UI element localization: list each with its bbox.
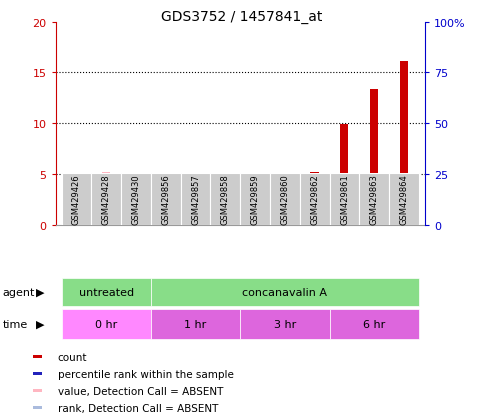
Text: 1 hr: 1 hr (185, 319, 207, 329)
Bar (319, 210, 325, 216)
Bar (72, 174, 80, 225)
Bar (61, 278, 151, 306)
Text: percentile rank within the sample: percentile rank within the sample (58, 369, 234, 379)
Text: time: time (2, 319, 28, 329)
Text: agent: agent (2, 287, 35, 297)
Bar (61, 173, 91, 225)
Bar (408, 202, 414, 209)
Bar (33, 355, 42, 358)
Text: ▶: ▶ (36, 319, 45, 329)
Text: GSM429857: GSM429857 (191, 174, 200, 225)
Bar (33, 406, 42, 409)
Bar (33, 372, 42, 375)
Text: GSM429863: GSM429863 (370, 174, 379, 225)
Bar (131, 185, 140, 225)
Text: GSM429426: GSM429426 (72, 174, 81, 225)
Bar (359, 173, 389, 225)
Bar (102, 173, 110, 225)
Bar (370, 90, 378, 225)
Bar (340, 125, 348, 225)
Text: GSM429430: GSM429430 (131, 174, 141, 225)
Bar (251, 178, 259, 225)
Bar (330, 173, 359, 225)
Bar (181, 173, 211, 225)
Bar (91, 173, 121, 225)
Text: GSM429860: GSM429860 (281, 174, 289, 225)
Text: GSM429861: GSM429861 (340, 174, 349, 225)
Text: untreated: untreated (79, 287, 134, 297)
Text: count: count (58, 352, 87, 362)
Bar (151, 278, 419, 306)
Bar (270, 173, 300, 225)
Bar (281, 222, 289, 225)
Bar (300, 173, 330, 225)
Bar (161, 173, 170, 225)
Bar (241, 173, 270, 225)
Bar (199, 212, 206, 218)
Text: concanavalin A: concanavalin A (242, 287, 327, 297)
Text: rank, Detection Call = ABSENT: rank, Detection Call = ABSENT (58, 403, 218, 413)
Bar (310, 173, 319, 225)
Bar (378, 205, 385, 211)
Bar (33, 389, 42, 392)
Text: 6 hr: 6 hr (363, 319, 385, 329)
Text: GSM429864: GSM429864 (399, 174, 409, 225)
Bar (221, 174, 229, 225)
Text: GSM429858: GSM429858 (221, 174, 230, 225)
Bar (191, 174, 199, 225)
Bar (211, 173, 241, 225)
Bar (229, 211, 236, 218)
Text: GSM429859: GSM429859 (251, 174, 260, 225)
Text: GDS3752 / 1457841_at: GDS3752 / 1457841_at (161, 10, 322, 24)
Bar (151, 309, 241, 339)
Text: GSM429428: GSM429428 (102, 174, 111, 225)
Bar (241, 309, 330, 339)
Bar (389, 173, 419, 225)
Text: GSM429856: GSM429856 (161, 174, 170, 225)
Bar (330, 309, 419, 339)
Text: value, Detection Call = ABSENT: value, Detection Call = ABSENT (58, 386, 223, 396)
Bar (348, 206, 355, 212)
Bar (170, 212, 176, 218)
Text: ▶: ▶ (36, 287, 45, 297)
Bar (121, 173, 151, 225)
Bar (289, 220, 296, 226)
Bar (140, 212, 146, 218)
Text: 3 hr: 3 hr (274, 319, 296, 329)
Bar (61, 309, 151, 339)
Text: 0 hr: 0 hr (95, 319, 117, 329)
Bar (400, 62, 408, 225)
Bar (110, 211, 116, 217)
Text: GSM429862: GSM429862 (310, 174, 319, 225)
Bar (259, 211, 266, 218)
Bar (151, 173, 181, 225)
Bar (80, 209, 87, 216)
